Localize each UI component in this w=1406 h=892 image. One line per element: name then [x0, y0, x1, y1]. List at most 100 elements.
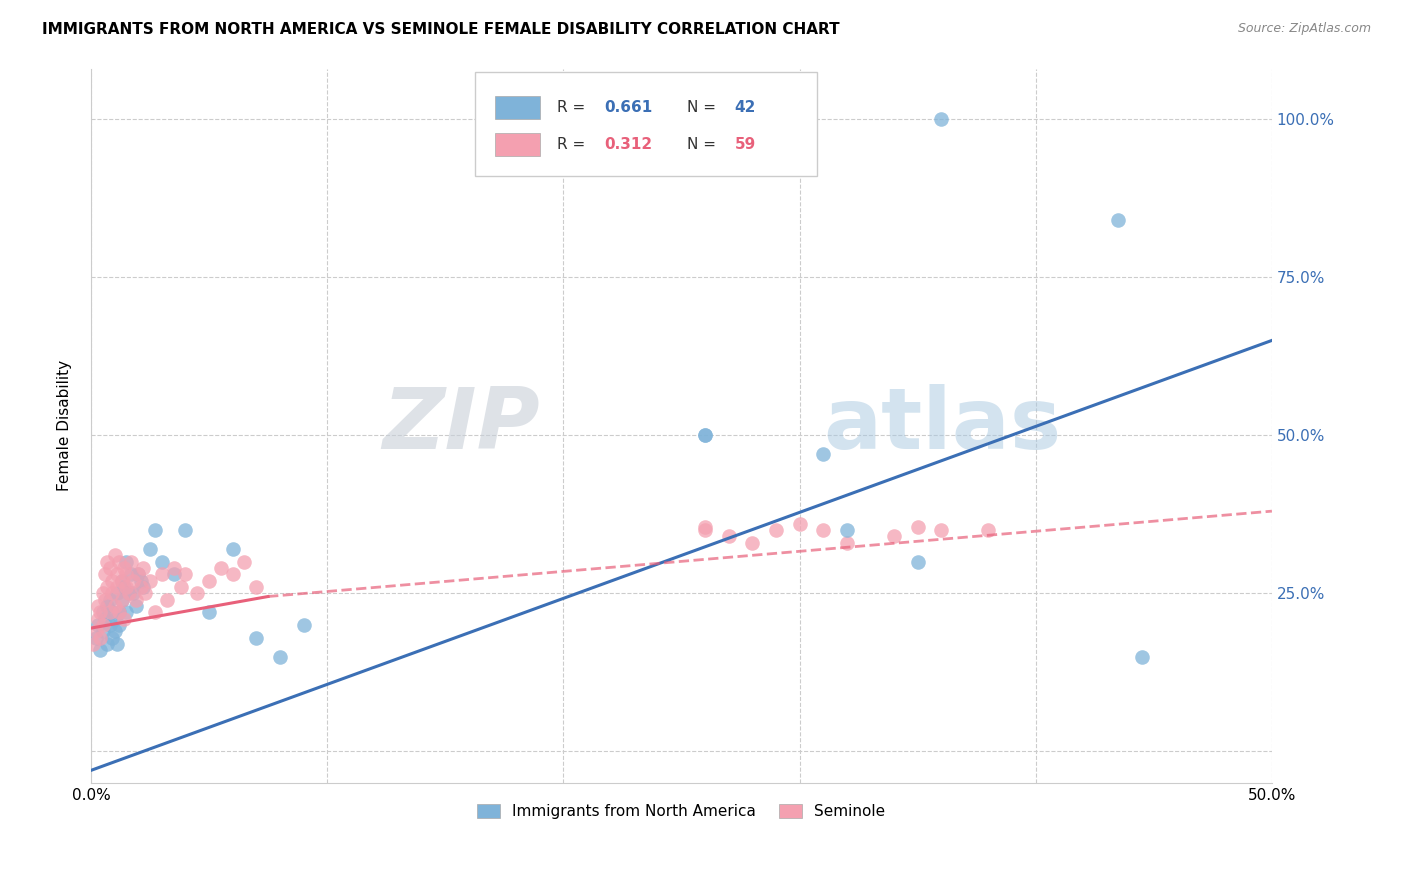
Point: [292, 618, 315, 632]
Point: [143, 523, 166, 537]
Point: [717, 529, 740, 543]
Point: [269, 649, 291, 664]
Point: [98, 605, 121, 619]
Point: [811, 447, 834, 461]
Point: [221, 542, 243, 557]
Point: [132, 580, 155, 594]
Point: [139, 542, 162, 557]
Point: [741, 535, 763, 549]
Point: [87, 599, 110, 613]
Point: [111, 592, 134, 607]
Point: [122, 574, 145, 588]
Point: [96, 599, 118, 613]
Point: [170, 580, 193, 594]
Point: [693, 428, 716, 442]
Point: [162, 561, 184, 575]
Y-axis label: Female Disability: Female Disability: [58, 360, 72, 491]
Point: [115, 567, 138, 582]
Point: [907, 555, 929, 569]
Point: [789, 516, 811, 531]
Point: [91, 624, 114, 639]
Point: [174, 523, 197, 537]
Point: [91, 618, 114, 632]
Point: [132, 561, 155, 575]
Point: [94, 592, 117, 607]
Point: [127, 567, 149, 582]
Point: [162, 567, 184, 582]
Point: [120, 555, 142, 569]
Point: [94, 612, 117, 626]
Point: [122, 586, 145, 600]
Point: [96, 637, 118, 651]
Point: [108, 555, 131, 569]
Point: [929, 523, 952, 537]
Point: [186, 586, 208, 600]
Point: [120, 567, 142, 582]
Point: [87, 618, 110, 632]
Point: [245, 631, 267, 645]
Point: [103, 549, 125, 563]
Point: [91, 586, 114, 600]
Point: [929, 112, 952, 127]
Point: [977, 523, 1000, 537]
Point: [693, 523, 716, 537]
Point: [105, 567, 128, 582]
Point: [98, 561, 121, 575]
Point: [115, 555, 138, 569]
Point: [150, 567, 173, 582]
Point: [765, 523, 787, 537]
Text: 59: 59: [734, 136, 756, 152]
Point: [174, 567, 197, 582]
Point: [98, 592, 121, 607]
Text: N =: N =: [688, 100, 721, 114]
Point: [143, 605, 166, 619]
Point: [835, 535, 858, 549]
Point: [105, 580, 128, 594]
Text: 0.312: 0.312: [605, 136, 652, 152]
Point: [134, 586, 156, 600]
Point: [127, 567, 149, 582]
Point: [111, 574, 134, 588]
Point: [112, 612, 135, 626]
Point: [811, 523, 834, 537]
Point: [245, 580, 267, 594]
Point: [129, 574, 152, 588]
Point: [98, 618, 121, 632]
Point: [89, 605, 111, 619]
Point: [125, 592, 148, 607]
Point: [111, 592, 134, 607]
Point: [89, 631, 111, 645]
Text: R =: R =: [557, 136, 591, 152]
Point: [112, 580, 135, 594]
Point: [198, 605, 221, 619]
Point: [96, 580, 118, 594]
Point: [94, 567, 117, 582]
Point: [139, 574, 162, 588]
Point: [118, 586, 141, 600]
Point: [82, 637, 104, 651]
Point: [103, 624, 125, 639]
Point: [91, 605, 114, 619]
Point: [883, 529, 905, 543]
Point: [125, 599, 148, 613]
Text: IMMIGRANTS FROM NORTH AMERICA VS SEMINOLE FEMALE DISABILITY CORRELATION CHART: IMMIGRANTS FROM NORTH AMERICA VS SEMINOL…: [42, 22, 839, 37]
Point: [693, 428, 716, 442]
Point: [105, 586, 128, 600]
Text: Source: ZipAtlas.com: Source: ZipAtlas.com: [1237, 22, 1371, 36]
Point: [129, 580, 152, 594]
Text: atlas: atlas: [823, 384, 1062, 467]
Point: [103, 599, 125, 613]
Point: [101, 605, 124, 619]
Point: [111, 574, 134, 588]
Text: R =: R =: [557, 100, 591, 114]
Point: [1107, 213, 1129, 227]
Point: [209, 561, 232, 575]
Point: [835, 523, 858, 537]
Point: [103, 612, 125, 626]
Point: [84, 631, 107, 645]
Point: [150, 555, 173, 569]
Legend: Immigrants from North America, Seminole: Immigrants from North America, Seminole: [471, 797, 891, 825]
Point: [115, 605, 138, 619]
Point: [89, 643, 111, 657]
Point: [108, 605, 131, 619]
